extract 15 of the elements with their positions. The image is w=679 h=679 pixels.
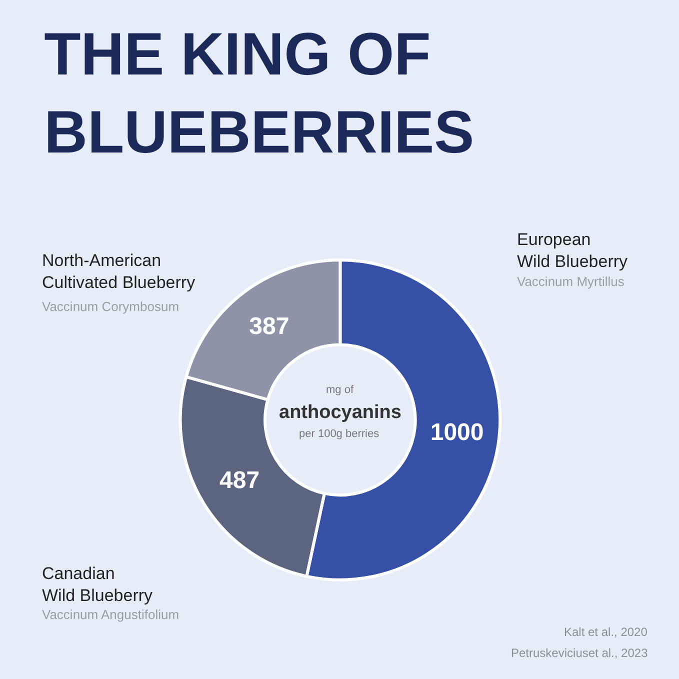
text: Vaccinum Myrtillus [517,274,625,289]
text: Petruskeviciuset al., 2023 [511,646,648,660]
data-label: 1000 [430,418,484,446]
text: Vaccinum Corymbosum [42,299,180,314]
text: Vaccinum Angustifolium [42,607,180,622]
slice-label: European Wild Blueberry [517,230,628,272]
text: Kalt et al., 2020 [564,625,648,639]
text: mg of [326,384,354,396]
data-label: 387 [249,312,290,340]
slice-label: Canadian Wild Blueberry [42,564,154,606]
chart-title: THE KING OF BLUEBERRIES [44,20,474,166]
data-label: 487 [220,467,260,494]
text: anthocyanins [279,402,402,423]
text: per 100g berries [299,428,380,440]
slice-label: North-American Cultivated Blueberry [42,251,196,292]
